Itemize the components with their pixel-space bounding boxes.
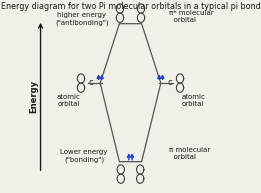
Text: c: c (168, 78, 172, 87)
Text: Energy: Energy (29, 80, 38, 113)
Text: higher energy
("antibonding"): higher energy ("antibonding") (55, 12, 109, 26)
Text: π molecular
  orbital: π molecular orbital (169, 147, 210, 161)
Text: π* molecular
  orbital: π* molecular orbital (169, 9, 213, 23)
Text: c: c (89, 78, 93, 87)
Text: atomic
orbital: atomic orbital (181, 94, 205, 107)
Text: Energy diagram for two Pi molecular orbitals in a typical pi bond: Energy diagram for two Pi molecular orbi… (1, 2, 260, 11)
Text: Lower energy
("bonding"): Lower energy ("bonding") (60, 149, 108, 163)
Text: atomic
orbital: atomic orbital (57, 94, 81, 107)
